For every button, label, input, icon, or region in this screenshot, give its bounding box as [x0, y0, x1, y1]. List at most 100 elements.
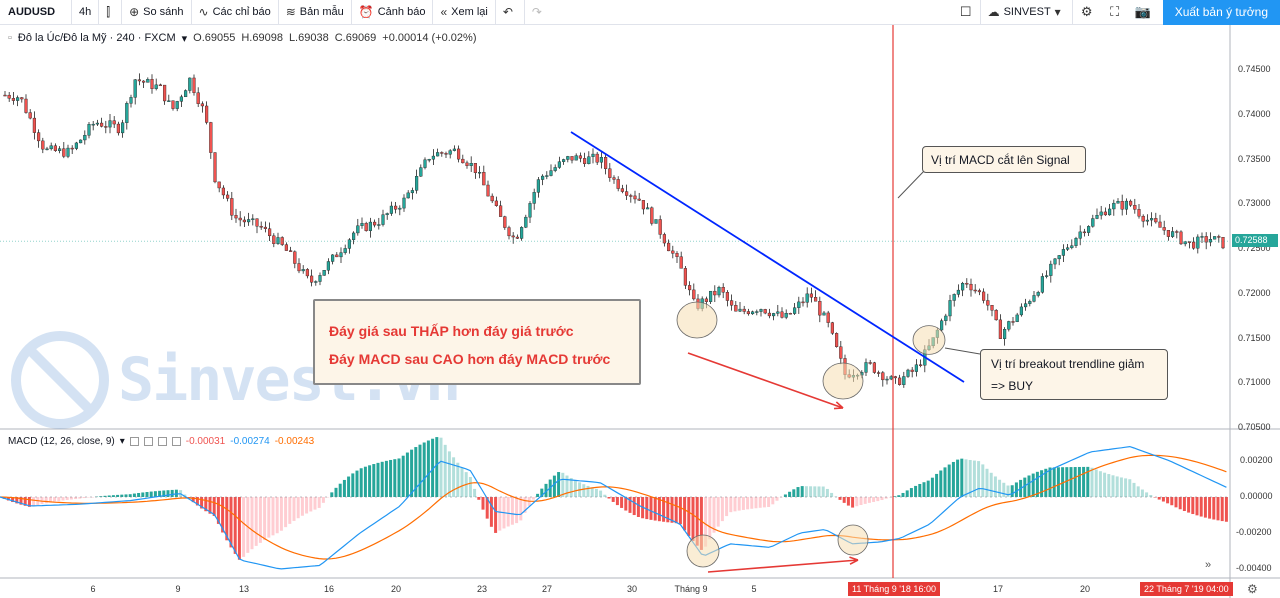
fullscreen-button[interactable]: ⛶	[1101, 0, 1129, 25]
callout-pointer	[944, 347, 981, 355]
macd-hist-bar	[103, 495, 107, 497]
time-tick-label: 27	[542, 584, 553, 594]
candle-body	[1183, 241, 1187, 245]
candle-body	[204, 105, 209, 123]
candle-body	[469, 163, 473, 166]
candle-body	[1040, 276, 1044, 293]
candle-body	[528, 203, 532, 218]
settings-button[interactable]: ⚙	[1073, 0, 1101, 25]
candle-body	[352, 232, 356, 240]
account-button[interactable]: ☁ SINVEST ▾	[979, 0, 1073, 25]
gear-icon[interactable]	[143, 437, 153, 446]
macd-line	[0, 445, 1227, 570]
candle-body	[398, 207, 402, 210]
templates-button[interactable]: ≋ Bản mẫu	[279, 0, 352, 25]
top-toolbar: AUDUSD 4h ⫿ ⊕ So sánh ∿ Các chỉ báo ≋ Bản m…	[0, 0, 1280, 25]
snapshot-button[interactable]: 📷	[1129, 0, 1157, 25]
macd-hist-bar	[359, 468, 363, 497]
candle-body	[717, 286, 721, 296]
macd-hist-bar	[909, 488, 913, 497]
breakout-note[interactable]: Vị trí breakout trendline giảm => BUY	[980, 349, 1168, 400]
macd-hist-bar	[607, 497, 611, 499]
macd-hist-bar	[1014, 482, 1018, 497]
macd-hist-bar	[1006, 485, 1010, 497]
redo-button[interactable]: ↷	[525, 0, 553, 25]
macd-cross-note[interactable]: Vị trí MACD cắt lên Signal	[922, 146, 1086, 173]
macd-hist-bar	[620, 497, 624, 508]
macd-hist-bar	[1166, 497, 1170, 504]
candle-body	[1196, 236, 1200, 249]
candle-body	[452, 148, 456, 151]
scroll-to-latest-button[interactable]: »	[1197, 556, 1219, 574]
candle-body	[881, 372, 885, 381]
candle-body	[225, 194, 230, 199]
macd-hist-bar	[195, 497, 199, 506]
close-icon[interactable]	[157, 437, 167, 446]
macd-hist-bar	[1140, 489, 1144, 497]
macd-hist-bar	[737, 497, 741, 511]
symbol-search[interactable]: AUDUSD	[0, 0, 72, 25]
alert-button[interactable]: ⏰ Cảnh báo	[352, 0, 434, 25]
macd-hist-bar	[506, 497, 510, 527]
candle-body	[66, 147, 70, 157]
candle-body	[809, 293, 813, 298]
candle-body	[650, 207, 654, 224]
candle-body	[11, 98, 15, 101]
price-tick-label: 0.74500	[1238, 64, 1271, 74]
highlight-circle	[676, 301, 718, 339]
replay-button[interactable]: «Xem lại	[433, 0, 496, 25]
chart-type-button[interactable]: ⫿	[99, 0, 123, 25]
axis-settings-button[interactable]: ⚙	[1247, 582, 1258, 596]
candle-body	[910, 369, 914, 372]
more-icon[interactable]	[171, 437, 181, 446]
macd-hist-bar	[729, 497, 733, 513]
candle-body	[1116, 201, 1120, 204]
macd-hist-bar	[972, 460, 976, 497]
macd-hist-bar	[380, 461, 384, 497]
candle-body	[591, 153, 595, 157]
chevron-down-icon[interactable]: ▾	[181, 33, 188, 45]
undo-button[interactable]: ↶	[496, 0, 525, 25]
candle-body	[620, 188, 624, 192]
macd-hist-bar	[1035, 471, 1039, 497]
macd-hist-bar	[477, 497, 481, 500]
divergence-note[interactable]: Đáy giá sau THẤP hơn đáy giá trước Đáy M…	[313, 299, 641, 385]
candle-body	[150, 79, 154, 89]
macd-hist-bar	[1224, 497, 1228, 522]
macd-hist-bar	[468, 476, 472, 497]
eye-icon[interactable]	[129, 437, 139, 446]
candle-body	[755, 311, 759, 313]
candle-body	[797, 301, 801, 308]
candle-body	[1032, 295, 1036, 302]
layout-button[interactable]: ☐	[952, 0, 980, 25]
macd-hist-bar	[65, 497, 69, 500]
publish-idea-button[interactable]: Xuất bản ý tưởng	[1162, 0, 1280, 25]
candle-body	[276, 237, 280, 244]
macd-hist-bar	[582, 484, 586, 497]
macd-hist-bar	[162, 490, 166, 497]
macd-hist-bar	[930, 477, 934, 497]
macd-hist-bar	[1174, 497, 1178, 508]
macd-hist-bar	[1002, 482, 1006, 497]
macd-hist-bar	[258, 497, 262, 543]
macd-hist-bar	[397, 458, 401, 497]
candle-body	[1179, 231, 1183, 245]
macd-hist-bar	[158, 490, 162, 497]
compare-button[interactable]: ⊕ So sánh	[122, 0, 192, 25]
chevron-down-icon[interactable]: ▫	[8, 32, 12, 44]
indicators-button[interactable]: ∿ Các chỉ báo	[192, 0, 279, 25]
macd-hist-bar	[494, 497, 498, 533]
macd-hist-bar	[687, 497, 691, 536]
macd-hist-bar	[1128, 479, 1132, 497]
macd-hist-bar	[372, 464, 376, 497]
candle-body	[885, 378, 889, 381]
interval-button[interactable]: 4h	[72, 0, 100, 25]
candle-body	[532, 192, 536, 204]
candle-body	[898, 377, 902, 385]
chevron-down-icon[interactable]: ▾	[119, 436, 125, 447]
candle-body	[1057, 255, 1061, 260]
macd-hist-bar	[166, 490, 170, 497]
candle-body	[574, 155, 578, 161]
macd-hist-bar	[540, 488, 544, 497]
